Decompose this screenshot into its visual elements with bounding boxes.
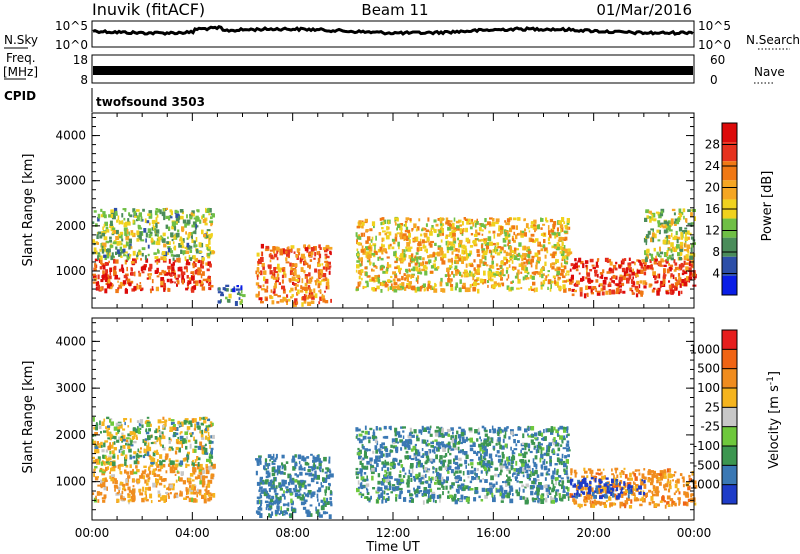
colorbar-swatch-3 [722,388,737,407]
freq-tick-top: 18 [73,53,88,67]
data-region-4 [356,217,573,294]
velocity-ylabel: Slant Range [km] [21,361,36,474]
ytick-label-1: 2000 [55,428,86,442]
ytick-label-3: 4000 [55,129,86,143]
colorbar-tick-label-6: -500 [693,458,720,472]
data-region-5 [569,258,697,299]
data-region-2 [255,454,334,519]
ytick-label-2: 3000 [55,174,86,188]
nsearch-tick-bottom: 10^0 [698,38,731,52]
velocity-colorbar: 1000 500 100 25 -25 -100 -500 -1000 [685,330,737,504]
beam-title: Beam 11 [361,1,428,19]
colorbar-tick-label-0: 1000 [689,342,720,356]
colorbar-tick-label-3: 25 [705,400,720,414]
time-axis-tick-labels: 00:00 04:00 08:00 12:00 16:00 20:00 00:00 [75,526,712,540]
colorbar-swatch-6 [722,446,737,465]
power-panel: 1000 2000 3000 4000 Slant Range [km] 4 8 12 16… [21,113,775,308]
nsearch-label: N.Search [746,33,800,47]
colorbar-tick-label-1: 500 [697,362,720,376]
colorbar-swatch-8 [722,276,737,295]
colorbar-tick-label-2: 100 [697,381,720,395]
time-tick-label-6: 00:00 [677,526,712,540]
cpid-strip: CPID twofsound 3503 [4,88,205,112]
colorbar-tick-label-4: 20 [705,181,720,195]
colorbar-tick-label-4: -25 [700,420,720,434]
power-colorbar: 4 8 12 16 20 24 28 [705,123,737,295]
noise-strip: N.Sky 10^5 10^0 10^5 10^0 N.Search [4,19,800,52]
data-region-1 [92,208,215,261]
time-tick-label-1: 04:00 [175,526,210,540]
data-region-0 [93,464,216,505]
data-region-2 [218,285,246,306]
colorbar-swatch-0 [722,330,737,349]
rti-figure: Inuvik (fitACF) Beam 11 01/Mar/2016 N.Sk… [0,0,800,554]
time-axis-label: Time UT [365,540,419,554]
colorbar-tick-label-2: 12 [705,224,720,238]
cpid-label: CPID [4,89,36,103]
freq-band [93,66,693,75]
colorbar-swatch-6 [722,238,737,257]
colorbar-tick-label-0: 4 [712,267,720,281]
time-tick-label-0: 00:00 [75,526,110,540]
data-region-6 [644,208,696,262]
freq-strip: Freq. [MHz] 18 8 60 0 Nave [3,51,785,87]
time-tick-label-5: 20:00 [576,526,611,540]
colorbar-swatch-3 [722,180,737,199]
ytick-label-0: 1000 [55,475,86,489]
station-title: Inuvik (fitACF) [92,0,205,19]
power-ylabel: Slant Range [km] [21,154,36,267]
colorbar-tick-label-7: -1000 [685,478,720,492]
colorbar-tick-label-6: 28 [705,138,720,152]
freq-label-line2: [MHz] [3,65,38,79]
velocity-panel: 1000 2000 3000 4000 Slant Range [km] 1000 50… [21,318,782,520]
colorbar-swatch-0 [722,123,737,142]
colorbar-swatch-8 [722,485,737,504]
nsky-tick-top: 10^5 [55,19,88,33]
freq-label-line1: Freq. [6,51,36,65]
ytick-label-0: 1000 [55,264,86,278]
power-data [92,208,697,307]
colorbar-tick-label-3: 16 [705,202,720,216]
nsearch-tick-top: 10^5 [698,19,731,33]
ytick-label-3: 4000 [55,334,86,348]
power-colorbar-label: Power [dB] [760,171,775,242]
colorbar-swatch-7 [722,465,737,484]
nsky-trace [93,27,693,34]
data-region-1 [92,417,215,467]
freq-tick-bottom: 8 [80,73,88,87]
colorbar-swatch-5 [722,219,737,238]
ytick-label-2: 3000 [55,381,86,395]
data-region-3 [255,244,332,307]
nave-tick-bottom: 0 [710,73,718,87]
nsky-label: N.Sky [4,33,38,47]
data-region-3 [355,426,570,505]
date-title: 01/Mar/2016 [596,1,692,19]
nave-tick-top: 60 [710,53,725,67]
colorbar-swatch-2 [722,161,737,180]
time-tick-label-2: 08:00 [275,526,310,540]
colorbar-swatch-2 [722,369,737,388]
time-tick-label-3: 12:00 [376,526,411,540]
colorbar-swatch-1 [722,349,737,368]
colorbar-tick-label-5: 24 [705,159,720,173]
cpid-value: twofsound 3503 [96,95,205,109]
colorbar-tick-label-5: -100 [693,439,720,453]
time-tick-label-4: 16:00 [476,526,511,540]
velocity-colorbar-label: Velocity [m s-1] [766,371,782,469]
colorbar-swatch-5 [722,427,737,446]
nave-label: Nave [754,65,785,79]
nsky-tick-bottom: 10^0 [55,38,88,52]
data-region-0 [92,258,213,294]
ytick-label-1: 2000 [55,219,86,233]
colorbar-swatch-4 [722,407,737,426]
colorbar-tick-label-1: 8 [712,245,720,259]
velocity-data [92,417,697,519]
